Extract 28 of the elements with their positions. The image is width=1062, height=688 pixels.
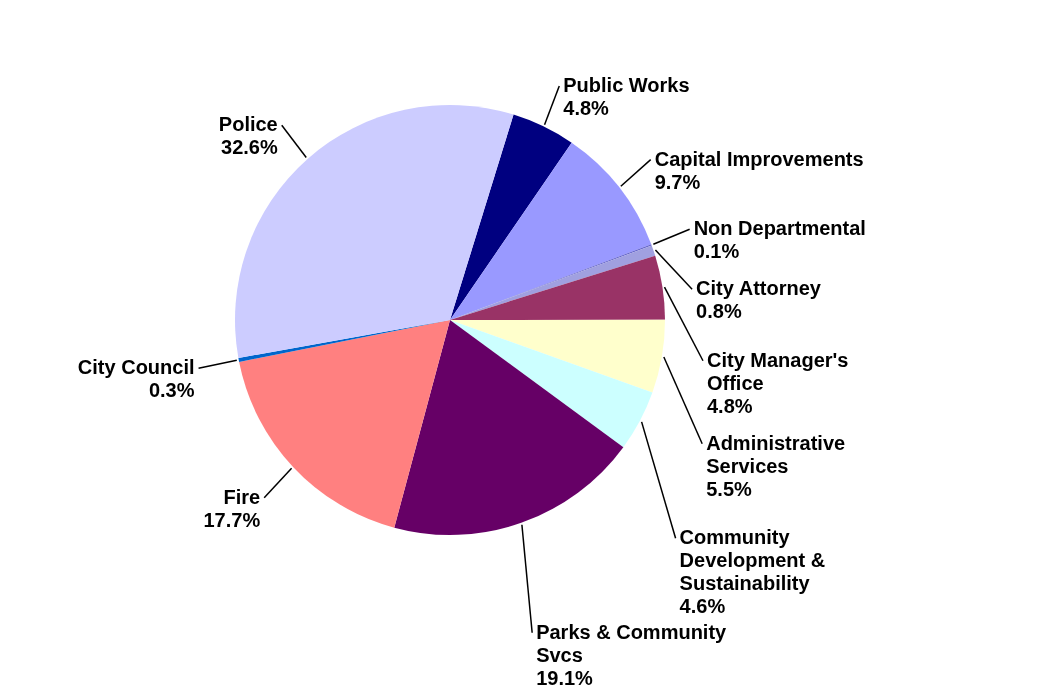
slice-label: Police xyxy=(218,113,278,136)
pie-slice xyxy=(450,114,572,320)
slice-label: Capital Improvements xyxy=(654,147,864,170)
data-label: 4.8% xyxy=(706,394,753,417)
data-label: 32.6% xyxy=(221,136,278,159)
slice-label: City Council xyxy=(77,356,195,379)
slice-label: Non Departmental xyxy=(693,217,866,240)
data-label: 4.8% xyxy=(563,96,610,119)
pie-slice xyxy=(394,320,624,535)
data-label: 9.7% xyxy=(654,170,701,193)
data-label: 17.7% xyxy=(203,508,261,531)
slice-label: City Attorney xyxy=(696,277,822,300)
slice-label: Parks & Community Svcs xyxy=(536,620,728,666)
data-label: 0.1% xyxy=(693,240,740,263)
pie-slice xyxy=(450,142,652,320)
slice-label: Administrative Services xyxy=(706,431,846,477)
slice-label: Fire xyxy=(223,485,261,508)
pie-slice xyxy=(450,320,653,448)
pie-slice xyxy=(450,255,665,320)
slice-label: Public Works xyxy=(563,73,690,96)
slice-label: City Manager's Office xyxy=(706,348,849,394)
data-label: 0.3% xyxy=(148,379,195,402)
data-label: 0.8% xyxy=(696,300,742,323)
pie-slice xyxy=(450,319,665,393)
data-label: 19.1% xyxy=(536,666,594,688)
data-label: 4.6% xyxy=(679,595,726,618)
data-label: 5.5% xyxy=(706,477,752,500)
slice-label: Community Development & Sustainability xyxy=(679,526,826,595)
